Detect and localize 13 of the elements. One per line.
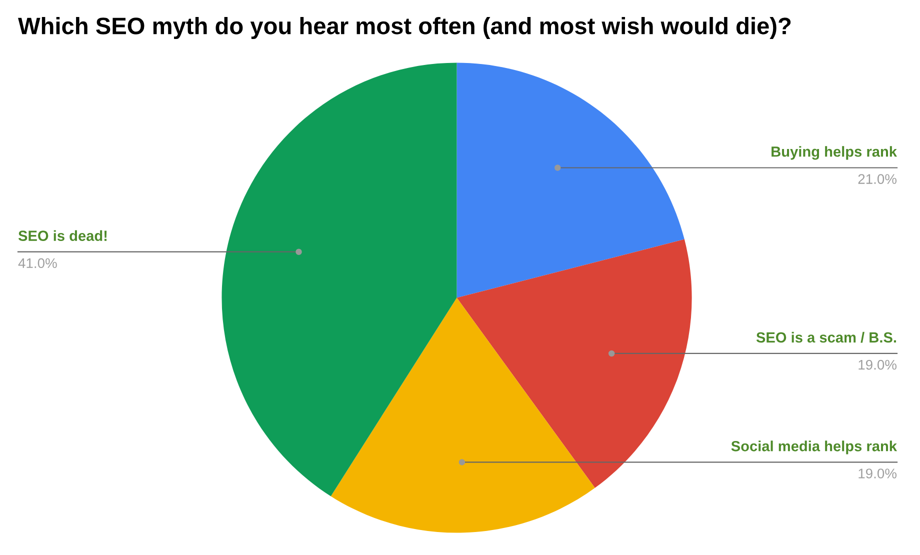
slice-label: SEO is a scam / B.S. [756,332,896,343]
slice-label: SEO is dead! [18,230,107,241]
data-label: 19.0% [858,468,897,478]
chart-title: Which SEO myth do you hear most often (and most wish would die)? [18,16,791,40]
pie-slice [456,62,684,298]
data-label: 41.0% [18,258,57,268]
pie-slice [222,62,457,496]
data-label: 21.0% [858,174,897,184]
data-label: 19.0% [858,360,897,370]
pie-slice [330,298,595,533]
slice-label: Buying helps rank [772,146,898,160]
slice-label: Social media helps rank [731,440,898,454]
pie-slice [456,239,692,488]
